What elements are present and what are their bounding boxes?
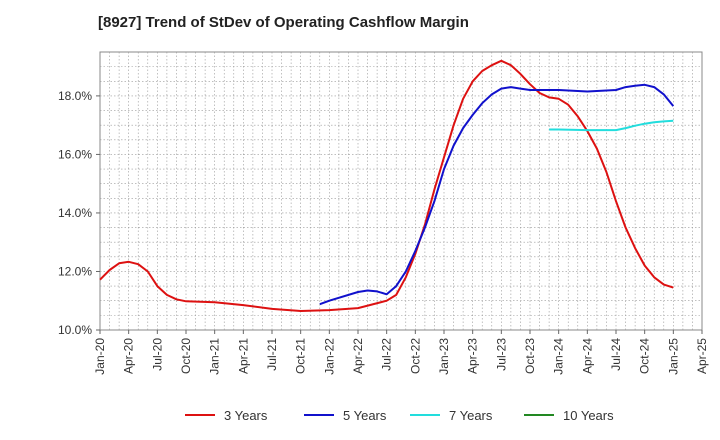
x-tick-label: Oct-21 bbox=[294, 338, 308, 374]
x-tick-label: Jan-20 bbox=[93, 338, 107, 375]
grid bbox=[99, 51, 703, 331]
x-tick-label: Oct-22 bbox=[408, 338, 422, 374]
x-tick-label: Oct-24 bbox=[638, 338, 652, 374]
x-tick-label: Apr-25 bbox=[695, 338, 709, 374]
x-tick-label: Oct-20 bbox=[179, 338, 193, 374]
x-tick-label: Jul-21 bbox=[265, 338, 279, 371]
x-tick-label: Jan-22 bbox=[322, 338, 336, 375]
series-line-7-years bbox=[549, 119, 674, 132]
series-line-3-years bbox=[99, 59, 674, 312]
x-tick-label: Apr-22 bbox=[351, 338, 365, 374]
x-tick-label: Jan-25 bbox=[666, 338, 680, 375]
legend-label: 5 Years bbox=[343, 408, 387, 423]
x-tick-label: Jan-24 bbox=[552, 338, 566, 375]
x-tick-label: Apr-21 bbox=[236, 338, 250, 374]
x-tick-label: Oct-23 bbox=[523, 338, 537, 374]
y-tick-label: 12.0% bbox=[58, 264, 92, 278]
x-tick-label: Jan-21 bbox=[208, 338, 222, 375]
legend: 3 Years 5 Years 7 Years 10 Years bbox=[185, 408, 614, 423]
y-tick-label: 14.0% bbox=[58, 206, 92, 220]
legend-item: 3 Years bbox=[185, 408, 268, 423]
axes: 10.0% 12.0% 14.0% 16.0% 18.0% Jan-20 Apr-20 Jul… bbox=[58, 89, 709, 375]
legend-label: 7 Years bbox=[449, 408, 493, 423]
legend-label: 10 Years bbox=[563, 408, 614, 423]
x-tick-label: Apr-24 bbox=[580, 338, 594, 374]
legend-item: 5 Years bbox=[304, 408, 387, 423]
series-lines bbox=[99, 59, 675, 312]
legend-item: 7 Years bbox=[410, 408, 493, 423]
chart-title: [8927] Trend of StDev of Operating Cashf… bbox=[98, 14, 469, 31]
x-tick-label: Jul-22 bbox=[380, 338, 394, 371]
x-tick-label: Apr-23 bbox=[466, 338, 480, 374]
y-tick-label: 10.0% bbox=[58, 323, 92, 337]
series-line-5-years bbox=[319, 83, 675, 306]
y-tick-label: 18.0% bbox=[58, 89, 92, 103]
x-tick-label: Jul-24 bbox=[609, 338, 623, 371]
x-tick-label: Jul-23 bbox=[494, 338, 508, 371]
plot-area bbox=[99, 51, 703, 331]
legend-item: 10 Years bbox=[524, 408, 614, 423]
x-tick-label: Jul-20 bbox=[150, 338, 164, 371]
y-tick-label: 16.0% bbox=[58, 147, 92, 161]
x-tick-label: Jan-23 bbox=[437, 338, 451, 375]
legend-label: 3 Years bbox=[224, 408, 268, 423]
x-tick-label: Apr-20 bbox=[122, 338, 136, 374]
